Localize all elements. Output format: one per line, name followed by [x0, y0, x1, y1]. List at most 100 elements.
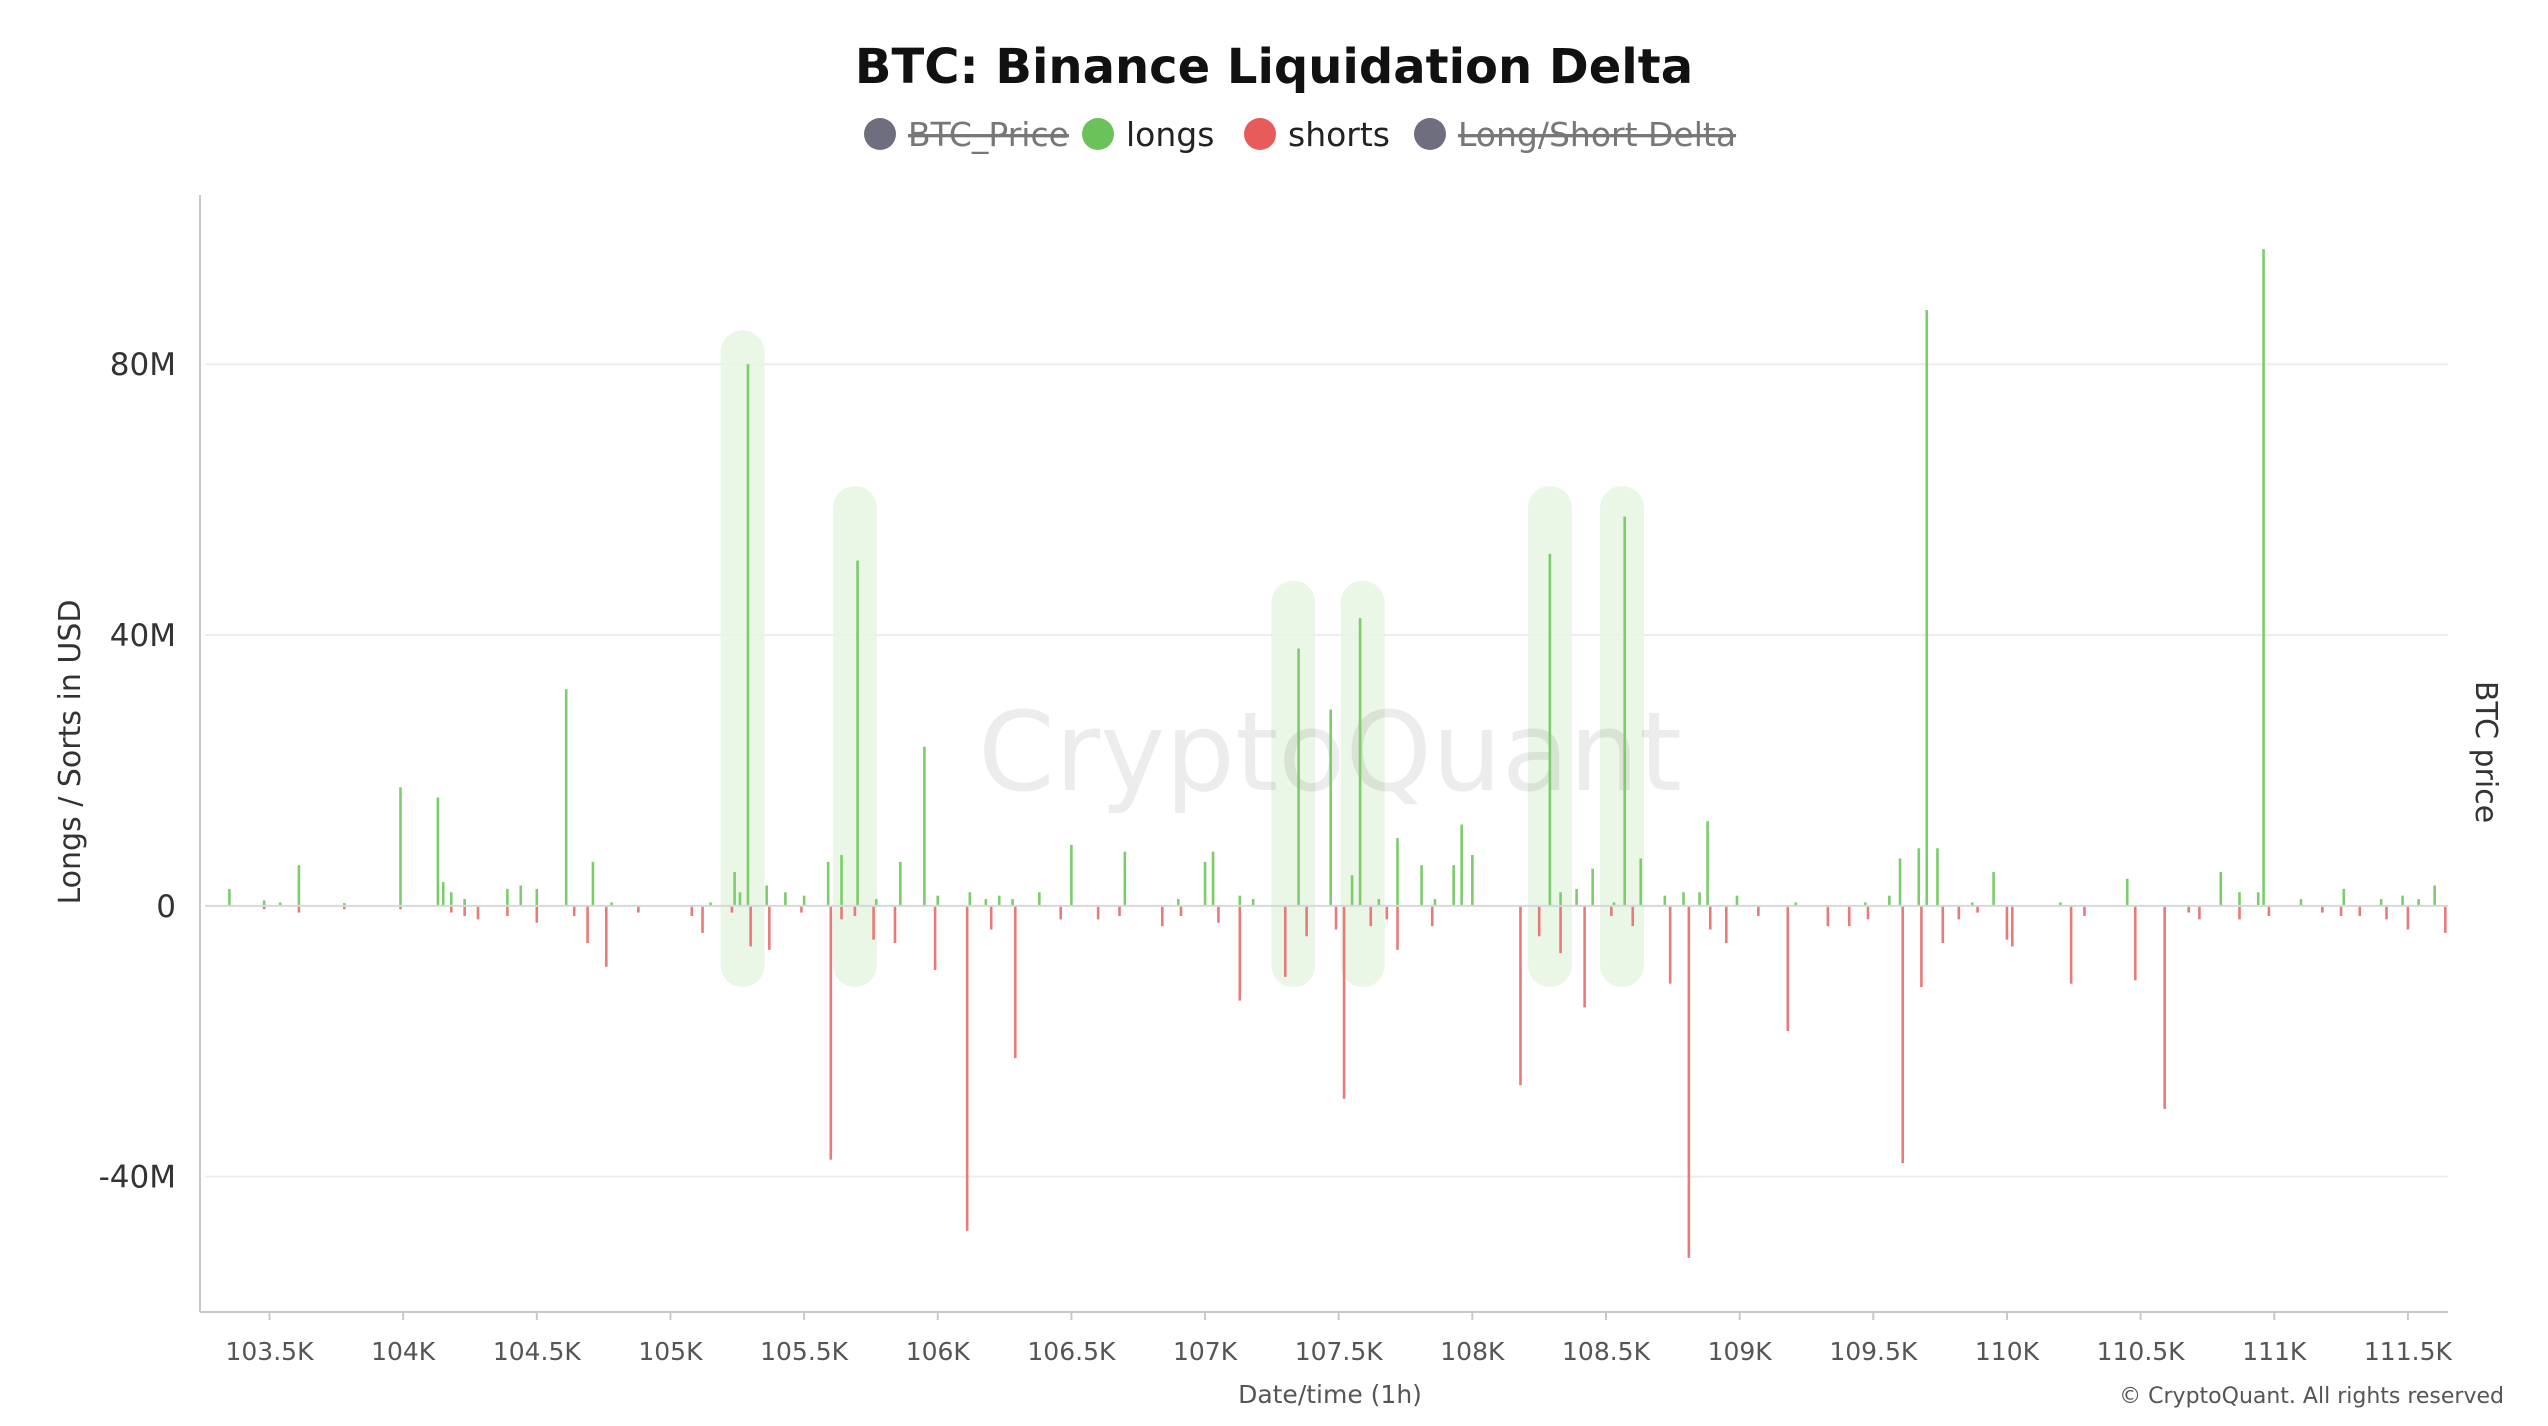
longs-bar — [2401, 895, 2404, 906]
longs-bar — [1591, 868, 1594, 906]
longs-bar — [1663, 895, 1667, 906]
longs-bar — [840, 855, 843, 906]
longs-bar — [984, 899, 988, 906]
longs-bar — [2059, 902, 2062, 906]
x-tick-label: 107.5K — [1295, 1337, 1384, 1366]
shorts-bar — [1757, 905, 1760, 916]
longs-bar — [1350, 875, 1354, 906]
shorts-bar — [1957, 905, 1961, 920]
shorts-bar — [690, 905, 694, 916]
shorts-bar — [604, 905, 608, 967]
shorts-bar — [1238, 905, 1242, 1001]
y-tick-label: -40M — [99, 1160, 176, 1196]
longs-bar — [1575, 888, 1578, 906]
shorts-bar — [1559, 905, 1562, 954]
shorts-bar — [1217, 905, 1220, 923]
longs-bar — [399, 787, 402, 906]
shorts-bar — [1059, 905, 1063, 920]
shorts-bar — [1976, 905, 1979, 913]
shorts-bar — [1941, 905, 1945, 944]
shorts-bar — [2444, 905, 2447, 933]
longs-bar — [463, 899, 466, 906]
legend-label: longs — [1126, 115, 1214, 154]
longs-bar — [1917, 848, 1921, 906]
longs-bar — [2433, 885, 2436, 906]
longs-bar — [1623, 516, 1627, 906]
longs-bar — [278, 902, 282, 906]
shorts-bar — [1118, 905, 1121, 916]
longs-bar — [746, 364, 750, 906]
shorts-bar — [1179, 905, 1183, 916]
shorts-bar — [1334, 905, 1338, 930]
longs-bar — [564, 689, 568, 906]
shorts-bar — [1866, 905, 1870, 920]
longs-bar — [1639, 858, 1643, 906]
longs-bar — [765, 885, 768, 906]
shorts-bar — [2163, 905, 2166, 1109]
highlight-band — [832, 486, 877, 988]
x-tick-label: 108.5K — [1562, 1337, 1651, 1366]
shorts-bar — [1430, 905, 1434, 927]
shorts-bar — [1369, 905, 1373, 927]
shorts-bar — [2267, 905, 2271, 916]
longs-bar — [1238, 895, 1242, 906]
shorts-bar — [2358, 905, 2362, 916]
shorts-bar — [343, 905, 346, 910]
shorts-bar — [262, 905, 266, 910]
longs-bar — [343, 903, 346, 906]
shorts-bar — [2321, 905, 2324, 913]
longs-bar — [1452, 865, 1455, 906]
x-tick-label: 103.5K — [226, 1337, 315, 1366]
x-tick-label: 104K — [371, 1337, 436, 1366]
gridlines — [205, 363, 2448, 1178]
shorts-bar — [1708, 905, 1712, 930]
x-tick-label: 109K — [1708, 1337, 1773, 1366]
shorts-bar — [1583, 905, 1586, 1008]
longs-bar — [709, 902, 712, 906]
highlight-band — [1600, 486, 1645, 988]
longs-bar — [1251, 899, 1255, 906]
shorts-bar — [2010, 905, 2014, 947]
x-tick-label: 105.5K — [760, 1337, 849, 1366]
longs-bar — [1011, 899, 1014, 906]
chart-title: BTC: Binance Liquidation Delta — [855, 39, 1693, 95]
shorts-bar — [1631, 905, 1635, 927]
longs-bar — [1297, 648, 1300, 906]
longs-bar — [1548, 553, 1552, 906]
longs-bar — [997, 895, 1001, 906]
shorts-bar — [1519, 905, 1522, 1086]
longs-bar — [1070, 844, 1073, 906]
longs-bar — [2256, 892, 2260, 906]
legend-item-longs: longs — [1082, 115, 1214, 154]
longs-bar — [228, 888, 231, 906]
longs-bar — [1794, 902, 1798, 906]
axes — [199, 195, 2448, 1313]
shorts-bar — [1283, 905, 1287, 977]
longs-bar — [436, 797, 440, 906]
x-tick-label: 106.5K — [1027, 1337, 1116, 1366]
shorts-bar — [1160, 905, 1164, 927]
highlight-band — [1271, 580, 1316, 988]
legend-label: BTC_Price — [908, 115, 1069, 154]
x-tick-label: 108K — [1440, 1337, 1505, 1366]
shorts-bar — [1096, 905, 1100, 920]
x-tick-labels: 103.5K 104K 104.5K 105K 105.5K 106K 106.5K 107K… — [226, 1312, 2452, 1366]
shorts-bar — [989, 905, 993, 930]
shorts-bar — [476, 905, 480, 920]
x-tick-label: 107K — [1173, 1337, 1238, 1366]
shorts-bar — [1305, 905, 1308, 937]
longs-bar — [1863, 902, 1867, 906]
shorts-bar — [829, 905, 833, 1160]
legend-marker — [1082, 118, 1114, 150]
longs-bar — [1706, 821, 1709, 906]
shorts-bar — [800, 905, 803, 913]
longs-bar — [874, 899, 878, 906]
shorts-bar — [933, 905, 937, 971]
longs-bar — [1211, 851, 1215, 906]
longs-bar — [2262, 249, 2265, 906]
shorts-bar — [1385, 905, 1389, 920]
longs-bar — [1329, 709, 1332, 906]
longs-bar — [1203, 861, 1207, 906]
shorts-bar — [2339, 905, 2343, 916]
longs-bar — [1396, 838, 1399, 906]
